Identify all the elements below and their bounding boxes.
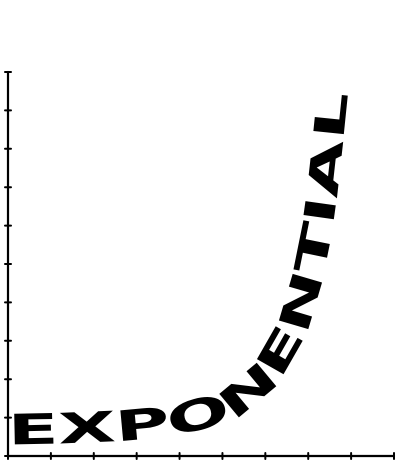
ticks bbox=[4, 71, 395, 460]
series-layer: EXPONENTIAL bbox=[7, 90, 358, 455]
curve-text-path: EXPONENTIAL bbox=[7, 90, 358, 455]
curve-text-label: EXPONENTIAL bbox=[7, 90, 358, 455]
